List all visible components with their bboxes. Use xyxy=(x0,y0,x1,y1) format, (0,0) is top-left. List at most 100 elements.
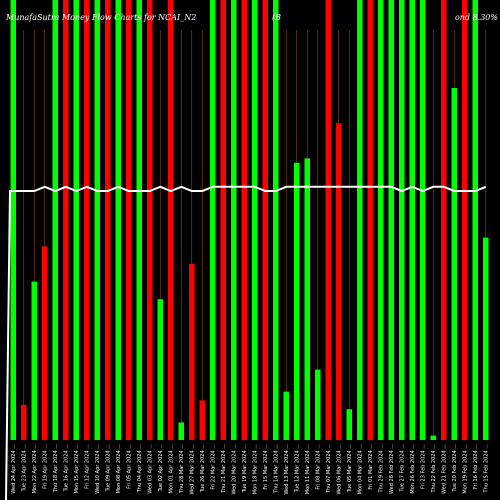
x-tick-label: Fri 05 Apr 2024 ... xyxy=(126,444,132,489)
x-tick-label: Fri 19 Apr 2024 ... xyxy=(42,444,48,489)
bar xyxy=(178,422,184,440)
bar xyxy=(409,0,415,440)
bar xyxy=(73,0,79,440)
x-tick-label: Tue 23 Apr 2024 ... xyxy=(21,444,27,493)
x-tick-label: Fri 01 Mar 2024 ... xyxy=(368,444,374,490)
x-tick-label: Tue 16 Apr 2024 ... xyxy=(63,444,69,493)
bar xyxy=(231,0,237,440)
bar xyxy=(294,162,300,441)
bar xyxy=(220,0,226,440)
bar xyxy=(378,0,384,440)
bar xyxy=(399,0,405,440)
bar xyxy=(21,404,27,440)
bar xyxy=(346,409,352,440)
bar xyxy=(168,0,174,440)
x-tick-label: Thu 18 Apr 2024 ... xyxy=(53,444,59,494)
bar xyxy=(273,0,279,440)
x-tick-label: Wed 10 Apr 2024 ... xyxy=(95,444,101,494)
x-tick-label: Thu 21 Mar 2024 ... xyxy=(221,444,227,494)
bar xyxy=(199,400,205,440)
bars xyxy=(10,0,489,441)
bar xyxy=(136,0,142,440)
bar xyxy=(483,237,489,440)
x-tick-label: Wed 27 Mar 2024 ... xyxy=(189,444,195,495)
bar xyxy=(115,0,121,440)
bar xyxy=(367,0,373,440)
bar xyxy=(52,0,58,440)
bar xyxy=(157,299,163,440)
x-tick-label: Wed 20 Mar 2024 ... xyxy=(231,444,237,495)
bar xyxy=(241,0,247,440)
bar xyxy=(336,123,342,440)
x-tick-label: Tue 20 Feb 2024 ... xyxy=(452,444,458,493)
bar xyxy=(441,0,447,440)
x-tick-label: Mon 04 Mar 2024 ... xyxy=(357,444,363,495)
x-tick-label: Tue 27 Feb 2024 ... xyxy=(399,444,405,493)
x-tick-label: Wed 24 Apr 2024 ... xyxy=(11,444,17,494)
bar xyxy=(262,0,268,440)
x-tick-label: Tue 05 Mar 2024 ... xyxy=(347,444,353,494)
x-tick-label: Thu 14 Mar 2024 ... xyxy=(273,444,279,494)
bar xyxy=(252,0,258,440)
bar xyxy=(210,0,216,440)
x-tick-label: Thu 07 Mar 2024 ... xyxy=(326,444,332,494)
bar xyxy=(10,0,16,440)
bar xyxy=(462,0,468,440)
x-tick-label: Fri 16 Feb 2024 ... xyxy=(473,444,479,489)
x-tick-label: Wed 13 Mar 2024 ... xyxy=(284,444,290,495)
x-tick-label: Mon 19 Feb 2024 ... xyxy=(462,444,468,494)
bar xyxy=(420,0,426,440)
bar xyxy=(451,88,457,440)
x-tick-label: Tue 09 Apr 2024 ... xyxy=(105,444,111,493)
x-tick-label: Wed 06 Mar 2024 ... xyxy=(336,444,342,495)
chart-title-right: ond 8.30% xyxy=(455,13,498,22)
bar xyxy=(430,435,436,440)
x-tick-label: Tue 02 Apr 2024 ... xyxy=(158,444,164,493)
bar xyxy=(315,369,321,440)
bar xyxy=(472,0,478,440)
bar xyxy=(105,0,111,440)
x-tick-label: Wed 21 Feb 2024 ... xyxy=(441,444,447,494)
bar xyxy=(189,264,195,440)
bar xyxy=(94,0,100,440)
x-tick-label: Thu 28 Mar 2024 ... xyxy=(179,444,185,494)
bar xyxy=(304,158,310,440)
bar xyxy=(325,0,331,440)
bar xyxy=(31,281,37,440)
x-tick-label: Mon 01 Apr 2024 ... xyxy=(168,444,174,494)
bar xyxy=(357,0,363,440)
x-tick-label: Tue 12 Mar 2024 ... xyxy=(294,444,300,494)
x-tick-label: Wed 28 Feb 2024 ... xyxy=(389,444,395,494)
x-tick-label: Thu 15 Feb 2024 ... xyxy=(483,444,489,494)
x-tick-label: Wed 03 Apr 2024 ... xyxy=(147,444,153,494)
bar xyxy=(283,391,289,440)
x-tick-label: Fri 15 Mar 2024 ... xyxy=(263,444,269,490)
bar xyxy=(126,0,132,440)
x-tick-label: Mon 15 Apr 2024 ... xyxy=(74,444,80,494)
x-tick-label: Mon 26 Feb 2024 ... xyxy=(410,444,416,494)
chart-title-mid: (B xyxy=(272,13,281,22)
x-tick-label: Tue 26 Mar 2024 ... xyxy=(200,444,206,494)
x-tick-label: Tue 19 Mar 2024 ... xyxy=(242,444,248,494)
x-tick-label: Mon 11 Mar 2024 ... xyxy=(305,444,311,495)
x-tick-label: Fri 23 Feb 2024 ... xyxy=(420,444,426,489)
bar xyxy=(63,0,69,440)
x-tick-label: Fri 12 Apr 2024 ... xyxy=(84,444,90,489)
x-tick-label: Mon 08 Apr 2024 ... xyxy=(116,444,122,494)
x-tick-label: Mon 22 Apr 2024 ... xyxy=(32,444,38,494)
bar xyxy=(388,0,394,440)
bar xyxy=(84,0,90,440)
x-tick-label: Fri 08 Mar 2024 ... xyxy=(315,444,321,490)
x-tick-label: Thu 29 Feb 2024 ... xyxy=(378,444,384,494)
bar xyxy=(147,0,153,440)
x-tick-labels: Wed 24 Apr 2024 ... Tue 23 Apr 2024 ... Mo… xyxy=(11,444,490,495)
chart-title: MunafaSutra Money Flow Charts for NCAI_N… xyxy=(5,13,196,22)
money-flow-line xyxy=(5,185,487,500)
x-tick-label: Thu 04 Apr 2024 ... xyxy=(137,444,143,494)
x-tick-label: Fri 22 Mar 2024 ... xyxy=(210,444,216,490)
x-tick-label: Mon 18 Mar 2024 ... xyxy=(252,444,258,495)
x-tick-label: Thu 22 Feb 2024 ... xyxy=(431,444,437,494)
bar xyxy=(42,246,48,440)
